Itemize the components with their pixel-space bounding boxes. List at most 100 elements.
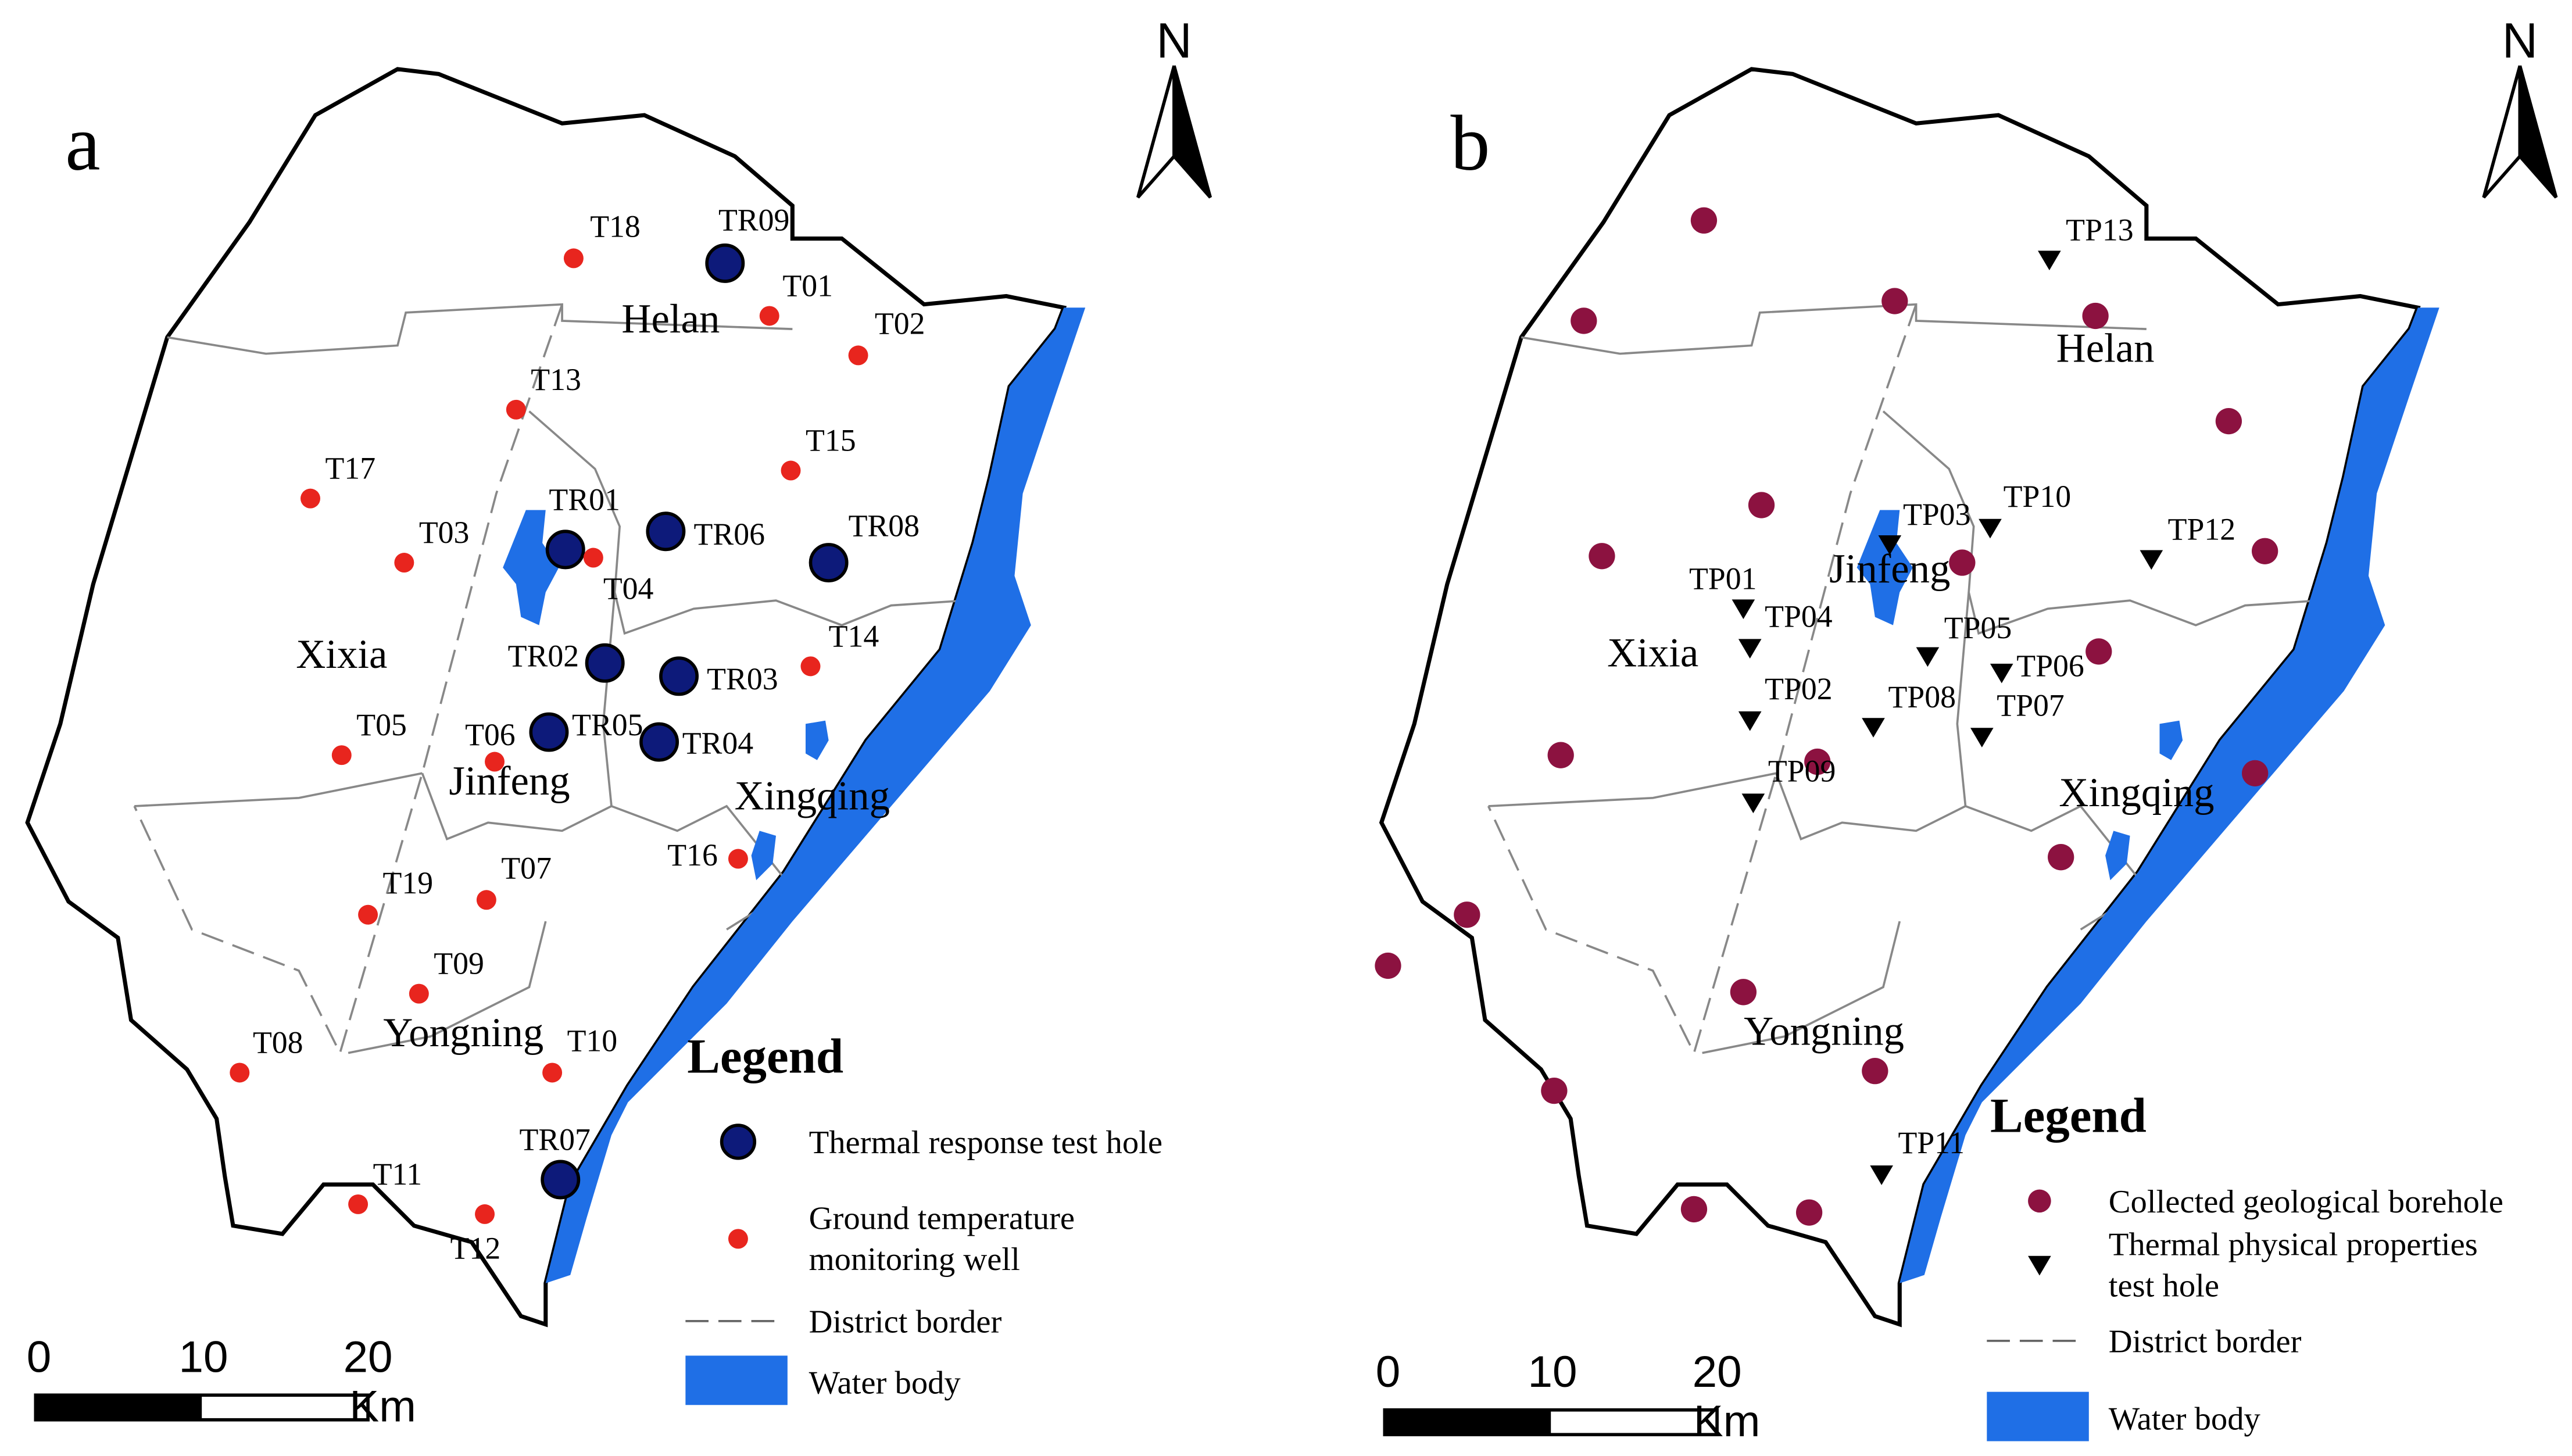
temp-well [800, 656, 821, 677]
temp-well-label: T10 [567, 1024, 618, 1058]
tr-hole [809, 543, 849, 582]
temp-well-label: T06 [465, 717, 516, 752]
district-name: Xingqing [2059, 770, 2214, 815]
borehole [1748, 492, 1775, 518]
scale-tick-label: 20 [344, 1333, 393, 1382]
tp-hole-label: TP10 [2004, 479, 2072, 514]
borehole [1571, 307, 1597, 334]
tp-hole-label: TP01 [1689, 561, 1757, 596]
temp-well-label: T17 [325, 451, 375, 486]
tr-hole-label: TR06 [694, 517, 765, 552]
legend-symbol [728, 1229, 748, 1249]
temp-well-label: T16 [667, 838, 718, 872]
temp-well [301, 488, 320, 509]
temp-well-label: T13 [531, 362, 581, 397]
tp-hole [2140, 550, 2163, 570]
district-name: Xixia [1607, 630, 1698, 675]
borehole [2085, 638, 2112, 665]
north-label: N [1156, 13, 1192, 68]
scale-unit: Km [1694, 1397, 1761, 1446]
temp-well-label: T05 [356, 707, 407, 742]
district-name: Helan [621, 296, 720, 342]
temp-well [848, 345, 868, 366]
north-arrow [1138, 66, 1211, 197]
tr-hole [639, 722, 679, 762]
temp-well [348, 1194, 369, 1214]
tp-hole [1878, 535, 1902, 555]
tp-hole-label: TP08 [1888, 679, 1956, 714]
tp-hole-label: TP07 [1997, 688, 2065, 722]
temp-well-label: T09 [434, 946, 484, 981]
temp-well-label: T07 [501, 850, 552, 885]
tp-hole [2038, 251, 2061, 271]
borehole [1680, 1196, 1708, 1223]
tr-hole-label: TR02 [508, 638, 579, 673]
borehole [1862, 1058, 1888, 1085]
legend-label: monitoring well [809, 1242, 1020, 1278]
tp-hole-label: TP11 [1898, 1125, 1965, 1160]
district-name: Yongning [383, 1010, 543, 1056]
borehole [2082, 302, 2109, 330]
tr-hole [545, 530, 585, 570]
legend-symbol [2028, 1255, 2051, 1276]
scale-bar [35, 1395, 202, 1420]
temp-well [475, 1204, 495, 1224]
tp-hole [1738, 639, 1762, 659]
temp-well-label: T01 [782, 268, 833, 303]
legend-label: Collected geological borehole [2109, 1184, 2503, 1220]
tr-hole-label: TR01 [549, 482, 620, 517]
legend-symbol [685, 1355, 788, 1405]
district-name: Xingqing [735, 774, 890, 819]
district-name: Xixia [296, 632, 387, 677]
tr-hole [705, 243, 745, 283]
tp-hole [1862, 718, 1885, 738]
tp-hole-label: TP09 [1768, 753, 1836, 788]
legend-label: Thermal response test hole [809, 1125, 1162, 1161]
temp-well [331, 745, 352, 765]
temp-well [542, 1063, 563, 1083]
legend-label: District border [809, 1304, 1002, 1340]
temp-well-label: T11 [373, 1157, 423, 1192]
tp-hole-label: TP12 [2168, 511, 2236, 546]
tr-hole-label: TR09 [718, 202, 789, 237]
district-name: Jinfeng [1829, 546, 1950, 592]
tr-hole-label: TR03 [707, 661, 778, 696]
district-name: Yongning [1744, 1008, 1904, 1054]
scale-tick-label: 10 [179, 1333, 228, 1382]
tp-hole-label: TP03 [1903, 497, 1971, 532]
temp-well-label: T02 [875, 306, 925, 341]
temp-well [409, 983, 429, 1004]
tr-hole-label: TR04 [682, 725, 754, 760]
tp-hole-label: TP04 [1765, 599, 1833, 634]
temp-well [781, 460, 801, 481]
borehole [1547, 742, 1574, 768]
borehole [1881, 288, 1908, 314]
tr-hole [541, 1160, 581, 1200]
tp-hole [1979, 518, 2002, 539]
legend-symbol [720, 1124, 757, 1160]
borehole [1730, 979, 1757, 1006]
north-label: N [2502, 13, 2538, 68]
legend-symbol [2028, 1189, 2051, 1213]
tp-hole [1738, 711, 1762, 731]
temp-well [583, 548, 603, 568]
temp-well-label: T03 [419, 515, 470, 550]
tp-hole-label: TP02 [1765, 671, 1833, 706]
tr-hole [646, 511, 686, 552]
tr-hole [585, 643, 625, 683]
temp-well [230, 1063, 250, 1083]
temp-well [394, 553, 414, 573]
temp-well-label: T14 [829, 618, 879, 653]
tp-hole [1870, 1165, 1893, 1185]
scale-tick-label: 0 [27, 1333, 52, 1382]
legend-label: Water body [2109, 1401, 2261, 1437]
tp-hole [1970, 728, 1994, 747]
legend-label: District border [2109, 1324, 2302, 1360]
tp-hole [1732, 599, 1755, 620]
borehole [1541, 1077, 1568, 1104]
temp-well-label: T08 [253, 1025, 303, 1060]
panel-letter: a [65, 100, 100, 187]
temp-well [728, 849, 748, 869]
temp-well-label: T04 [603, 571, 654, 606]
temp-well [476, 890, 496, 910]
